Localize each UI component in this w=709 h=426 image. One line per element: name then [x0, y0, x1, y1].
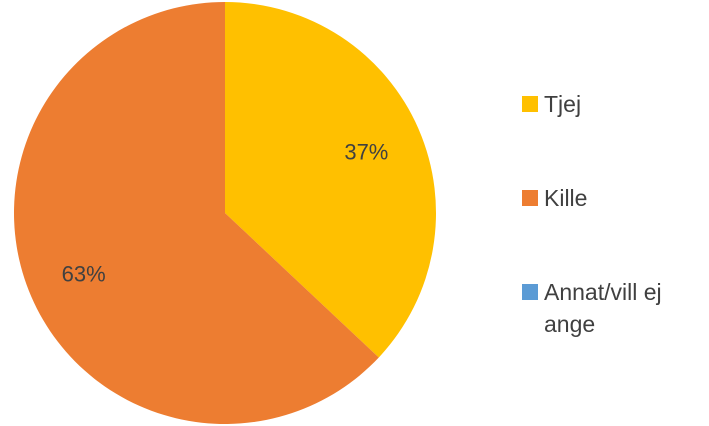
- data-label-kille: 63%: [62, 262, 106, 287]
- legend-item-kille: Kille: [522, 182, 704, 214]
- data-label-tjej: 37%: [344, 139, 388, 164]
- data-labels: 37% 63%: [62, 139, 389, 286]
- pie-slices: [14, 2, 436, 425]
- legend-swatch-tjej: [522, 96, 538, 112]
- legend-swatch-annat: [522, 284, 538, 300]
- legend-item-annat: Annat/vill ej ange: [522, 276, 704, 340]
- legend-label-tjej: Tjej: [544, 91, 582, 117]
- pie-slice-tjej: [225, 2, 436, 358]
- legend-label-kille: Kille: [544, 185, 588, 211]
- pie-slice-kille: [14, 2, 379, 425]
- legend-item-tjej: Tjej: [522, 88, 704, 120]
- legend-label-annat: Annat/vill ej ange: [544, 279, 662, 337]
- legend-swatch-kille: [522, 190, 538, 206]
